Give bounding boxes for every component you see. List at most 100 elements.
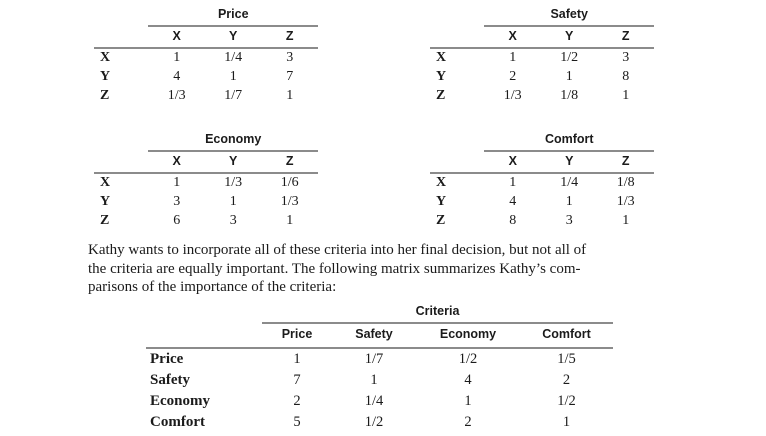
- matrix-cell: 1: [370, 372, 378, 388]
- matrix-cell: 1: [173, 50, 181, 65]
- safety-matrix-table: Safety X Y Z X 1 1/2 3 Y 2 1 8 Z 1/3 1/8…: [430, 5, 654, 106]
- matrix-cell: 4: [464, 372, 472, 388]
- table-row: X 1 1/4 1/8: [430, 173, 654, 193]
- matrix-title: Criteria: [262, 302, 614, 324]
- matrix-title: Safety: [484, 5, 654, 27]
- row-label: Z: [436, 88, 446, 103]
- matrix-cell: 1/3: [503, 88, 522, 103]
- comfort-matrix-table: Comfort X Y Z X 1 1/4 1/8 Y 4 1 1/3 Z 8 …: [430, 130, 654, 231]
- row-label: Y: [436, 69, 447, 84]
- corner-cell: [146, 302, 262, 323]
- table-row: Price: [94, 5, 318, 27]
- matrix-cell: 6: [173, 213, 181, 228]
- table-row: Z 1/3 1/7 1: [94, 87, 318, 106]
- matrix-cell: 3: [286, 50, 294, 65]
- table-row: Safety 7 1 4 2: [146, 370, 613, 391]
- table-row: X 1 1/2 3: [430, 48, 654, 68]
- matrix-cell: 1/5: [557, 351, 576, 367]
- matrix-cell: 1/2: [458, 351, 478, 367]
- corner-cell: [430, 151, 485, 174]
- column-header: X: [484, 151, 541, 174]
- matrix-cell: 1: [565, 194, 573, 209]
- table-row: Z 1/3 1/8 1: [430, 87, 654, 106]
- table-row: X 1 1/3 1/6: [94, 173, 318, 193]
- row-label: X: [100, 175, 111, 190]
- matrix-cell: 1/3: [280, 194, 299, 209]
- matrix-cell: 2: [464, 414, 472, 430]
- matrix-cell: 1/2: [557, 393, 576, 409]
- row-label: Price: [150, 351, 184, 367]
- table-row: X Y Z: [430, 151, 654, 174]
- matrix-cell: 1/7: [224, 88, 243, 103]
- matrix-cell: 7: [293, 372, 301, 388]
- matrix-cell: 5: [293, 414, 301, 430]
- table-row: Safety: [430, 5, 654, 27]
- column-header: Y: [540, 26, 598, 49]
- table-row: Y 4 1 7: [94, 68, 318, 87]
- matrix-cell: 1: [286, 88, 294, 103]
- table-row: Y 2 1 8: [430, 68, 654, 87]
- row-label: Z: [100, 88, 110, 103]
- column-header: Y: [540, 151, 598, 174]
- matrix-cell: 1/4: [560, 175, 579, 190]
- row-label: Economy: [150, 393, 210, 409]
- price-matrix-table: Price X Y Z X 1 1/4 3 Y 4 1 7 Z 1/3 1/7 …: [94, 5, 318, 106]
- matrix-cell: 2: [562, 372, 571, 388]
- table-row: Z 6 3 1: [94, 212, 318, 231]
- matrix-cell: 1/8: [616, 175, 635, 190]
- matrix-cell: 1/2: [364, 414, 384, 430]
- corner-cell: [94, 130, 148, 151]
- table-row: Economy: [94, 130, 318, 152]
- matrix-cell: 8: [509, 213, 517, 228]
- table-row: X Y Z: [94, 26, 318, 49]
- column-header: Comfort: [520, 323, 614, 349]
- row-label: Y: [436, 194, 447, 209]
- matrix-cell: 1/3: [616, 194, 635, 209]
- matrix-cell: 1: [229, 194, 237, 209]
- matrix-cell: 1/3: [224, 175, 243, 190]
- column-header: Z: [597, 26, 654, 49]
- matrix-cell: 1/8: [560, 88, 579, 103]
- criteria-matrix-table: Criteria Price Safety Economy Comfort Pr…: [146, 302, 614, 433]
- table-row: Z 8 3 1: [430, 212, 654, 231]
- paragraph-line: parisons of the importance of the criter…: [88, 279, 337, 295]
- row-label: X: [436, 50, 447, 65]
- matrix-cell: 1: [622, 88, 630, 103]
- row-label: X: [100, 50, 111, 65]
- table-row: Comfort: [430, 130, 654, 152]
- column-header: Z: [597, 151, 654, 174]
- corner-cell: [94, 5, 148, 26]
- column-header: Y: [204, 151, 262, 174]
- corner-cell: [430, 26, 485, 49]
- column-header: X: [148, 26, 205, 49]
- column-header: Price: [262, 323, 332, 349]
- table-row: Price 1 1/7 1/2 1/5: [146, 348, 613, 370]
- column-header: Z: [261, 26, 318, 49]
- matrix-cell: 3: [173, 194, 181, 209]
- column-header: Safety: [332, 323, 416, 349]
- table-row: X 1 1/4 3: [94, 48, 318, 68]
- paragraph-line: Kathy wants to incorporate all of these …: [88, 242, 587, 258]
- matrix-cell: 1: [286, 213, 294, 228]
- matrix-cell: 1: [293, 351, 301, 367]
- paragraph-line: the criteria are equally important. The …: [88, 260, 581, 277]
- matrix-cell: 4: [173, 69, 181, 84]
- matrix-cell: 1: [565, 69, 573, 84]
- row-label: Comfort: [150, 414, 205, 430]
- column-header: X: [484, 26, 541, 49]
- column-header: Z: [261, 151, 318, 174]
- matrix-cell: 8: [622, 69, 630, 84]
- matrix-cell: 3: [229, 213, 237, 228]
- matrix-title: Comfort: [484, 130, 654, 152]
- table-row: Economy 2 1/4 1 1/2: [146, 391, 613, 412]
- matrix-cell: 2: [509, 69, 517, 84]
- column-header: Economy: [416, 323, 520, 349]
- column-header: X: [148, 151, 205, 174]
- row-label: X: [436, 175, 447, 190]
- matrix-cell: 1: [562, 414, 571, 430]
- corner-cell: [94, 26, 149, 49]
- matrix-title: Price: [148, 5, 318, 27]
- matrix-cell: 1/4: [224, 50, 243, 65]
- matrix-cell: 1: [509, 175, 517, 190]
